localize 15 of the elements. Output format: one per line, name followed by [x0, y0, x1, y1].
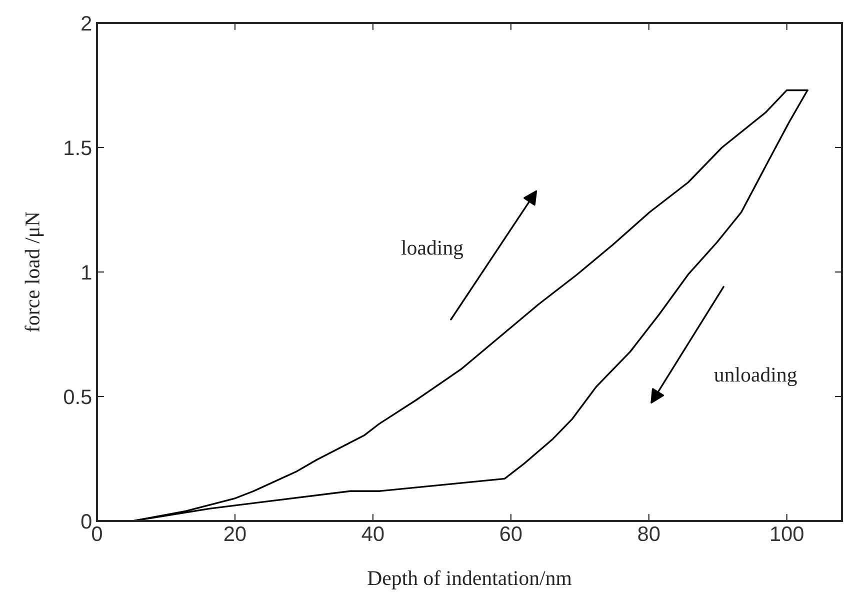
y-tick-label: 0.5: [64, 390, 92, 404]
x-tick-label: 20: [224, 526, 246, 542]
y-tick-label: 0: [81, 514, 92, 529]
x-tick-label: 100: [771, 526, 804, 542]
x-tick-label: 0: [92, 526, 102, 542]
y-tick-label: 1.5: [64, 140, 92, 156]
y-tick-label: 1: [82, 265, 92, 280]
x-tick-label: 80: [638, 526, 660, 542]
x-axis-title: Depth of indentation/nm: [368, 570, 572, 590]
annotation: unloading: [714, 367, 797, 386]
y-tick-label: 2: [82, 16, 92, 31]
y-axis-title: force load /μN: [24, 212, 44, 332]
x-tick-label: 40: [362, 526, 384, 542]
annotation: loading: [401, 240, 464, 260]
x-tick-label: 60: [500, 526, 522, 542]
